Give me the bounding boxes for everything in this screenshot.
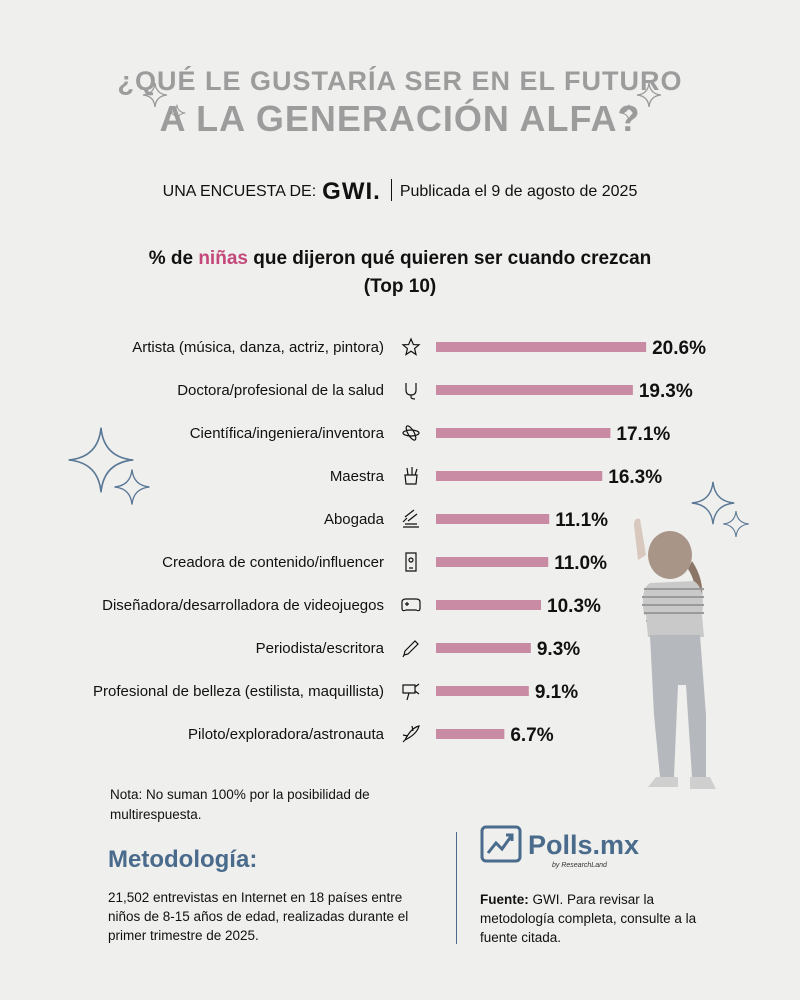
- value-label: 17.1%: [616, 424, 670, 445]
- bar: [436, 342, 647, 352]
- sparkle-icon: [68, 427, 134, 493]
- title-line-1: ¿QUÉ LE GUSTARÍA SER EN EL FUTURO: [117, 66, 683, 96]
- subtitle-line-2: (Top 10): [363, 276, 437, 297]
- source-label: Fuente:: [480, 892, 529, 907]
- category-label: Artista (música, danza, actriz, pintora): [132, 339, 384, 356]
- polls-brand-sub: by ResearchLand: [552, 862, 607, 869]
- value-label: 9.3%: [537, 639, 580, 660]
- category-label: Maestra: [330, 468, 385, 485]
- category-label: Piloto/exploradora/astronauta: [188, 726, 385, 743]
- category-label: Doctora/profesional de la salud: [177, 382, 384, 399]
- title-line-2: A LA GENERACIÓN ALFA?: [159, 98, 641, 139]
- value-label: 10.3%: [547, 596, 601, 617]
- child-illustration: [634, 518, 716, 789]
- value-label: 6.7%: [510, 725, 553, 746]
- category-label: Diseñadora/desarrolladora de videojuegos: [102, 597, 384, 614]
- hairdryer-icon: [402, 683, 420, 701]
- bar-chart: Artista (música, danza, actriz, pintora)…: [93, 337, 706, 746]
- gavel-icon: [402, 509, 419, 528]
- category-label: Científica/ingeniera/inventora: [190, 425, 385, 442]
- atom-icon: [402, 425, 420, 441]
- sparkle-icon: [142, 82, 168, 108]
- sparkle-icon: [723, 511, 749, 537]
- bar: [436, 686, 529, 696]
- value-label: 19.3%: [639, 381, 693, 402]
- bar: [436, 729, 505, 739]
- category-label: Creadora de contenido/influencer: [162, 554, 384, 571]
- pencil-cup-icon: [404, 467, 418, 485]
- polls-logo-icon: [480, 825, 522, 863]
- sparkle-icon: [620, 104, 638, 122]
- bar: [436, 385, 633, 395]
- sparkle-icon: [168, 104, 186, 122]
- category-label: Profesional de belleza (estilista, maqui…: [93, 683, 384, 700]
- value-label: 9.1%: [535, 682, 578, 703]
- sparkle-icon: [636, 82, 662, 108]
- sparkle-icon: [691, 481, 735, 525]
- subtitle-part-1: % de: [148, 248, 199, 269]
- bar: [436, 600, 542, 610]
- value-label: 11.0%: [554, 553, 607, 574]
- survey-prefix: UNA ENCUESTA DE:: [162, 183, 317, 200]
- methodology-text: 21,502 entrevistas en Internet en 18 paí…: [108, 890, 409, 943]
- gwi-logo: GWI.: [322, 178, 381, 205]
- value-label: 20.6%: [652, 338, 706, 359]
- bar: [436, 471, 603, 481]
- subtitle-highlight: niñas: [198, 248, 248, 269]
- subtitle-part-2: que dijeron qué quieren ser cuando crezc…: [247, 248, 652, 269]
- pen-icon: [402, 640, 419, 658]
- rocket-icon: [402, 725, 420, 743]
- sparkle-icon: [114, 469, 150, 505]
- bar: [436, 428, 611, 438]
- source-body: GWI. Para revisar la metodología complet…: [480, 892, 697, 945]
- methodology-title: Metodología:: [108, 846, 258, 873]
- survey-line: UNA ENCUESTA DE: GWI. Publicada el 9 de ag…: [0, 178, 800, 206]
- bar: [436, 514, 550, 524]
- chart-subtitle: % de niñas que dijeron qué quieren ser c…: [0, 245, 800, 301]
- category-label: Abogada: [324, 511, 385, 528]
- value-label: 16.3%: [608, 467, 662, 488]
- gamepad-icon: [401, 598, 421, 612]
- smartphone-icon: [405, 552, 417, 572]
- bar: [436, 557, 549, 567]
- bar: [436, 643, 531, 653]
- polls-brand: Polls.mx: [528, 830, 640, 860]
- category-label: Periodista/escritora: [256, 640, 385, 657]
- stethoscope-icon: [405, 383, 417, 400]
- divider: [390, 179, 392, 201]
- value-label: 11.1%: [555, 510, 608, 531]
- source-text: Fuente: GWI. Para revisar la metodología…: [480, 890, 710, 947]
- divider: [456, 832, 457, 944]
- published-date: Publicada el 9 de agosto de 2025: [399, 183, 638, 200]
- footnote: Nota: No suman 100% por la posibilidad d…: [110, 787, 370, 822]
- star-performer-icon: [401, 337, 421, 356]
